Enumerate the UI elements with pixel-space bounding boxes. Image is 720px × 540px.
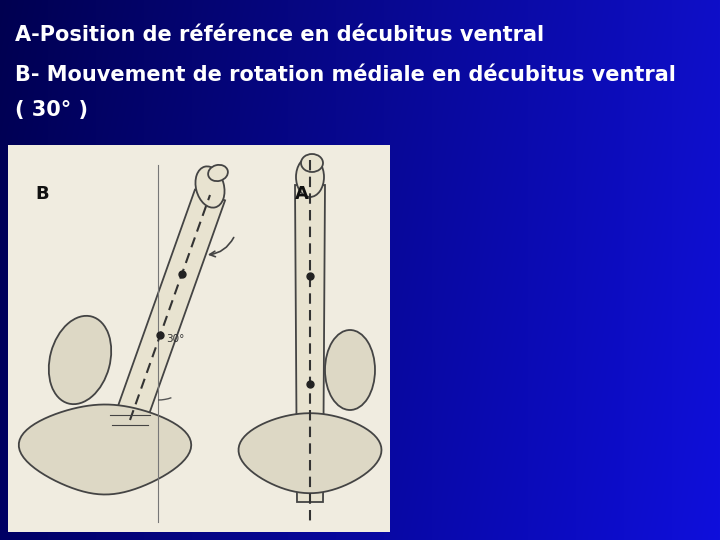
Ellipse shape xyxy=(49,316,111,404)
Ellipse shape xyxy=(195,166,225,207)
Text: 30°: 30° xyxy=(166,334,184,344)
Ellipse shape xyxy=(208,165,228,181)
Text: B- Mouvement de rotation médiale en décubitus ventral: B- Mouvement de rotation médiale en décu… xyxy=(15,65,676,85)
Ellipse shape xyxy=(296,157,324,197)
Polygon shape xyxy=(19,404,192,495)
Ellipse shape xyxy=(301,154,323,172)
Text: A: A xyxy=(295,185,309,203)
Ellipse shape xyxy=(325,330,375,410)
Text: ( 30° ): ( 30° ) xyxy=(15,100,88,120)
Text: A-Position de référence en décubitus ventral: A-Position de référence en décubitus ven… xyxy=(15,25,544,45)
Polygon shape xyxy=(115,190,225,426)
Polygon shape xyxy=(295,185,325,502)
Polygon shape xyxy=(238,413,382,493)
Text: B: B xyxy=(35,185,49,203)
Bar xyxy=(8,145,390,532)
